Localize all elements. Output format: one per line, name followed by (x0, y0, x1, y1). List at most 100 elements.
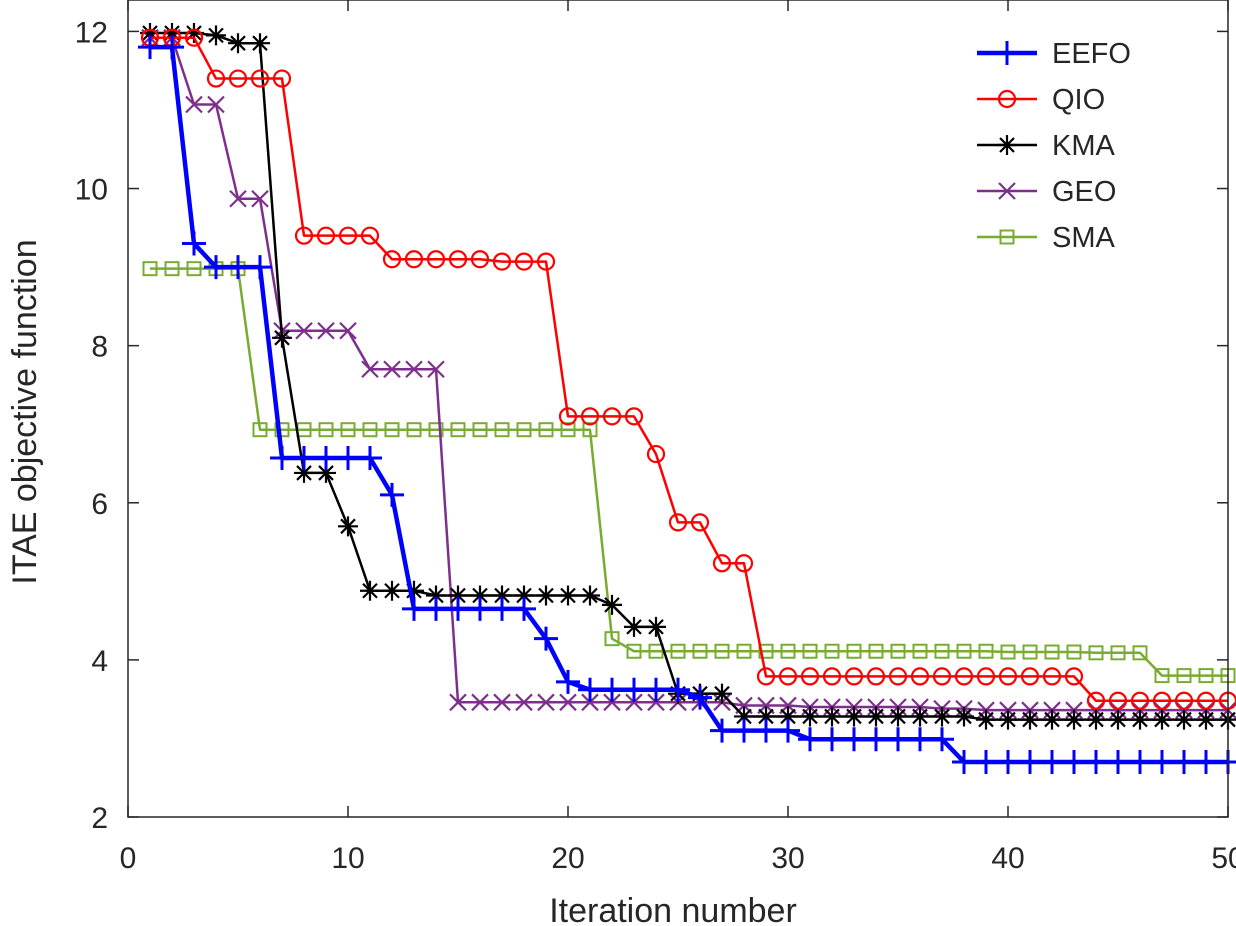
data-point-geo (515, 693, 533, 712)
data-point-kma (646, 616, 666, 637)
data-point-sma (692, 643, 708, 659)
data-point-eefo (138, 35, 162, 60)
data-point-kma (844, 706, 864, 727)
data-point-qio (624, 407, 644, 426)
data-point-sma (384, 422, 400, 438)
data-point-qio (404, 250, 424, 269)
data-point-eefo (446, 596, 470, 621)
data-point-sma (824, 643, 840, 659)
data-point-eefo (908, 727, 932, 752)
data-point-eefo (952, 750, 976, 775)
data-point-qio (360, 226, 380, 245)
plot-frame (127, 0, 1229, 818)
data-point-qio (1152, 691, 1172, 710)
data-point-kma (338, 516, 358, 537)
data-point-geo (625, 693, 643, 712)
data-point-eefo (1040, 750, 1064, 775)
data-point-geo (317, 321, 335, 340)
data-point-kma (558, 585, 578, 606)
data-point-kma (228, 33, 248, 54)
data-point-geo (581, 693, 599, 712)
data-point-sma (516, 422, 532, 438)
series-line-geo (150, 36, 1228, 712)
data-point-sma (802, 643, 818, 659)
data-point-qio (228, 69, 248, 88)
data-point-kma (734, 706, 754, 727)
data-point-eefo (930, 727, 954, 752)
data-point-sma (252, 422, 268, 438)
data-point-eefo (248, 255, 272, 280)
data-point-eefo (292, 445, 316, 470)
series-layer (138, 22, 1236, 775)
data-point-qio (668, 513, 688, 532)
data-point-qio (1020, 667, 1040, 686)
series-line-qio (150, 36, 1228, 702)
legend-label-geo: GEO (1052, 176, 1116, 208)
data-point-geo (471, 693, 489, 712)
data-point-sma (318, 422, 334, 438)
data-point-kma (404, 580, 424, 601)
legend-label-qio: QIO (1052, 84, 1105, 116)
data-point-geo (647, 693, 665, 712)
data-point-kma (448, 585, 468, 606)
data-point-geo (559, 693, 577, 712)
data-point-kma (712, 683, 732, 704)
data-point-sma (1198, 668, 1214, 684)
data-point-eefo (160, 35, 184, 60)
data-point-qio (778, 667, 798, 686)
legend-marker-qio (997, 89, 1017, 109)
data-point-qio (712, 554, 732, 573)
data-point-kma (316, 462, 336, 483)
data-point-kma (206, 25, 226, 46)
y-tick-label: 10 (75, 174, 108, 207)
data-point-sma (670, 643, 686, 659)
data-point-kma (580, 585, 600, 606)
data-point-sma (450, 422, 466, 438)
data-point-kma (492, 585, 512, 606)
data-point-sma (494, 422, 510, 438)
data-point-sma (362, 422, 378, 438)
data-point-eefo (974, 750, 998, 775)
data-point-sma (538, 422, 554, 438)
series-line-sma (150, 267, 1228, 677)
series-sma (142, 261, 1236, 684)
data-point-eefo (864, 727, 888, 752)
data-point-kma (514, 585, 534, 606)
data-point-qio (822, 667, 842, 686)
data-point-eefo (468, 596, 492, 621)
data-point-sma (978, 643, 994, 659)
data-point-qio (558, 407, 578, 426)
data-point-qio (514, 252, 534, 271)
data-point-kma (624, 616, 644, 637)
data-point-kma (910, 706, 930, 727)
legend-item-geo: GEO (977, 176, 1116, 208)
data-point-kma (360, 580, 380, 601)
legend-marker-sma (999, 229, 1015, 245)
data-point-eefo (380, 482, 404, 507)
data-point-kma (294, 462, 314, 483)
data-point-kma (778, 706, 798, 727)
data-point-geo (251, 189, 269, 208)
data-point-eefo (644, 677, 668, 702)
data-point-eefo (1084, 750, 1108, 775)
data-point-sma (1088, 645, 1104, 661)
data-point-qio (910, 667, 930, 686)
legend-label-eefo: EEFO (1052, 38, 1131, 70)
data-point-geo (185, 95, 203, 114)
data-point-qio (426, 250, 446, 269)
legend-marker-geo (998, 182, 1016, 200)
data-point-kma (954, 706, 974, 727)
x-tick-label: 30 (771, 842, 804, 875)
x-tick-label: 20 (551, 842, 584, 875)
data-point-eefo (600, 677, 624, 702)
data-point-qio (756, 667, 776, 686)
data-point-kma (184, 22, 204, 43)
data-point-sma (1176, 668, 1192, 684)
data-point-eefo (688, 685, 712, 710)
data-point-qio (844, 667, 864, 686)
y-axis-label: ITAE objective function (6, 239, 44, 584)
legend: EEFO QIO KMA GEO SMA (962, 22, 1160, 262)
data-point-eefo (1062, 750, 1086, 775)
y-tick-label: 2 (91, 802, 108, 835)
data-point-kma (822, 706, 842, 727)
